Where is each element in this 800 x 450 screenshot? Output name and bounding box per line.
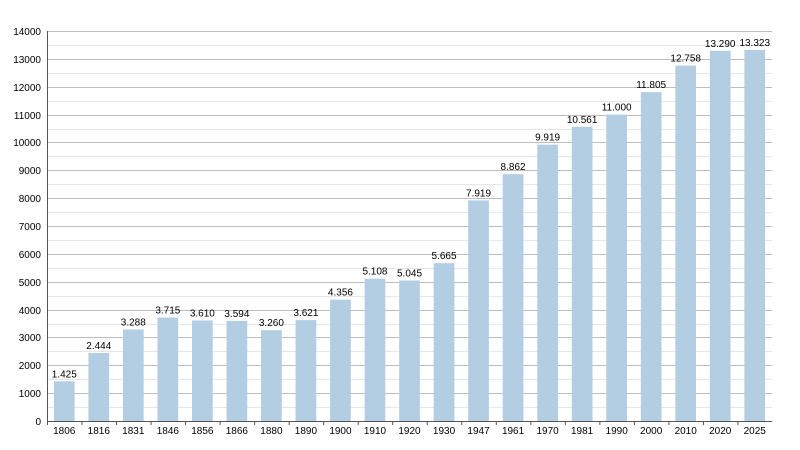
bar-value-label: 4.356: [328, 288, 353, 299]
x-axis: 1806 1816 1831 1846 1856 1866 1880 1890 1900 1910…: [47, 421, 772, 437]
bar: [640, 92, 662, 422]
bar-value-label: 7.919: [466, 188, 491, 199]
bar-value-label: 13.290: [705, 39, 736, 50]
x-tick-label: 1866: [226, 426, 249, 437]
y-tick-label: 12000: [13, 83, 41, 94]
x-tick-label: 2000: [640, 426, 663, 437]
x-tick-label: 1900: [329, 426, 352, 437]
x-tick-label: 1890: [295, 426, 318, 437]
x-tick-label: 2010: [675, 426, 698, 437]
bar: [226, 320, 248, 421]
bar-value-label: 9.919: [535, 133, 560, 144]
x-tick-label: 1816: [88, 426, 111, 437]
x-tick-label: 1846: [157, 426, 180, 437]
x-tick-label: 1806: [53, 426, 76, 437]
bar: [502, 174, 524, 421]
x-tick-label: 2020: [709, 426, 732, 437]
bar-value-label: 10.561: [567, 115, 598, 126]
bar: [468, 200, 489, 421]
y-tick-label: 3000: [19, 333, 42, 344]
x-tick-label: 1856: [191, 426, 214, 437]
bar: [88, 352, 110, 421]
bar: [53, 381, 75, 421]
bar-value-label: 11.805: [636, 80, 666, 91]
bar: [606, 114, 627, 422]
y-axis: 0 1000 2000 3000 4000 5000 6000 7000 8000 9000 100…: [13, 27, 48, 428]
y-tick-label: 8000: [19, 194, 42, 205]
chart-data-labels: 1.425 2.444 3.288 3.715 3.610 3.594 3.260 3.621…: [52, 38, 771, 380]
y-tick-label: 5000: [19, 278, 42, 289]
x-tick-label: 2025: [744, 426, 767, 437]
y-tick-label: 9000: [19, 166, 42, 177]
x-tick-label: 1970: [536, 426, 559, 437]
bar-value-label: 3.288: [121, 317, 146, 328]
bar-value-label: 12.758: [670, 54, 701, 65]
bar: [399, 280, 420, 421]
y-tick-label: 0: [35, 417, 41, 428]
x-tick-label: 1947: [467, 426, 490, 437]
bar-value-label: 1.425: [52, 369, 77, 380]
y-tick-label: 10000: [13, 138, 41, 149]
y-tick-label: 13000: [13, 55, 41, 66]
bar: [364, 278, 386, 421]
bar-value-label: 11.000: [602, 103, 632, 114]
y-tick-label: 1000: [19, 389, 42, 400]
bar: [295, 320, 317, 421]
bar: [571, 126, 593, 421]
bar: [433, 263, 455, 421]
x-tick-label: 1930: [433, 426, 456, 437]
bar: [157, 317, 179, 421]
y-tick-label: 2000: [19, 361, 42, 372]
x-tick-label: 1831: [122, 426, 145, 437]
y-tick-label: 6000: [19, 250, 42, 261]
bar: [261, 330, 282, 421]
bar-value-label: 3.715: [155, 306, 180, 317]
bar: [122, 329, 144, 421]
y-tick-label: 11000: [14, 111, 42, 122]
y-tick-label: 7000: [19, 222, 42, 233]
x-tick-label: 1880: [260, 426, 283, 437]
chart-bars: [53, 49, 766, 422]
bar: [330, 299, 351, 421]
y-tick-label: 4000: [19, 306, 42, 317]
bar: [192, 320, 213, 421]
bar-value-label: 3.594: [224, 309, 249, 320]
bar-value-label: 3.260: [259, 318, 284, 329]
y-tick-label: 14000: [13, 27, 41, 38]
x-tick-label: 1990: [606, 426, 629, 437]
bar: [744, 49, 766, 422]
x-tick-label: 1961: [502, 426, 525, 437]
x-tick-label: 1981: [571, 426, 594, 437]
bar-value-label: 8.862: [501, 162, 526, 173]
bar: [537, 144, 558, 421]
bar: [709, 50, 731, 422]
bar-value-label: 3.621: [293, 308, 318, 319]
x-tick-label: 1910: [364, 426, 387, 437]
bar-value-label: 2.444: [86, 341, 111, 352]
bar: [675, 65, 697, 421]
bar-value-label: 5.665: [432, 251, 457, 262]
bar-value-label: 5.045: [397, 268, 422, 279]
bar-value-label: 3.610: [190, 308, 215, 319]
bar-value-label: 13.323: [739, 38, 770, 49]
bar-value-label: 5.108: [362, 267, 387, 278]
x-tick-label: 1920: [398, 426, 421, 437]
